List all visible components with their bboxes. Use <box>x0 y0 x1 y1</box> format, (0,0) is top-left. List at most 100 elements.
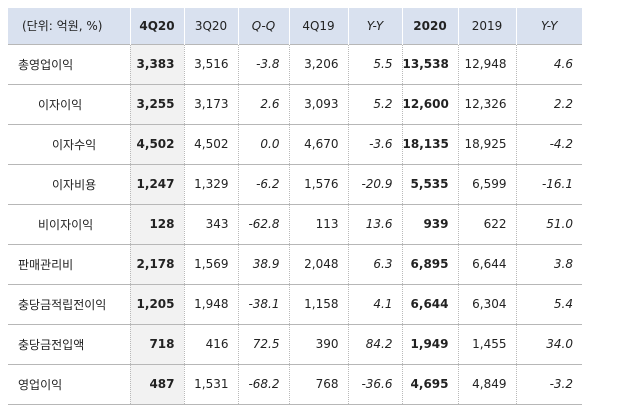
row-label: 충당금적립전이익 <box>8 283 130 324</box>
cell-4q20: 4,502 <box>129 123 184 164</box>
cell-yy-quarter: -20.9 <box>347 163 402 204</box>
header-yy-quarter: Y-Y <box>347 8 402 44</box>
cell-4q19: 768 <box>288 363 348 405</box>
cell-yy-annual: -3.2 <box>515 363 582 405</box>
header-qq: Q-Q <box>237 8 289 44</box>
cell-yy-annual: -4.2 <box>515 123 582 164</box>
cell-yy-quarter: -36.6 <box>347 363 402 405</box>
cell-yy-quarter: 6.3 <box>347 243 402 284</box>
cell-2019: 12,948 <box>457 43 516 84</box>
cell-3q20: 1,329 <box>183 163 238 204</box>
table-row: 충당금전입액 718 416 72.5 390 84.2 1,949 1,455 34.0 <box>8 323 582 364</box>
table-row: 비이자이익 128 343 -62.8 113 13.6 939 622 51.0 <box>8 203 582 244</box>
cell-yy-quarter: 4.1 <box>347 283 402 324</box>
financial-summary-table: (단위: 억원, %) 4Q20 3Q20 Q-Q 4Q19 Y-Y 2020 … <box>8 8 582 405</box>
row-label: 이자이익 <box>8 83 130 124</box>
cell-4q20: 718 <box>129 323 184 364</box>
table-row: 이자수익 4,502 4,502 0.0 4,670 -3.6 18,135 18,925 -4… <box>8 123 582 164</box>
row-label: 판매관리비 <box>8 243 130 284</box>
table-row: 이자비용 1,247 1,329 -6.2 1,576 -20.9 5,535 6,599 -1… <box>8 163 582 204</box>
cell-yy-annual: 4.6 <box>515 43 582 84</box>
cell-yy-annual: 34.0 <box>515 323 582 364</box>
cell-3q20: 3,173 <box>183 83 238 124</box>
cell-qq: -6.2 <box>237 163 289 204</box>
header-2020: 2020 <box>401 8 458 44</box>
cell-3q20: 1,948 <box>183 283 238 324</box>
row-label: 총영업이익 <box>8 43 130 84</box>
cell-4q20: 1,247 <box>129 163 184 204</box>
cell-yy-quarter: 5.2 <box>347 83 402 124</box>
cell-yy-quarter: 13.6 <box>347 203 402 244</box>
header-yy-annual: Y-Y <box>515 8 582 44</box>
cell-4q20: 487 <box>129 363 184 405</box>
cell-2020: 13,538 <box>401 43 458 84</box>
row-label: 이자비용 <box>8 163 130 204</box>
row-label: 영업이익 <box>8 363 130 405</box>
cell-yy-quarter: 5.5 <box>347 43 402 84</box>
cell-yy-quarter: -3.6 <box>347 123 402 164</box>
header-3q20: 3Q20 <box>183 8 238 44</box>
table-row: 이자이익 3,255 3,173 2.6 3,093 5.2 12,600 12,326 2.2 <box>8 83 582 124</box>
cell-yy-annual: 3.8 <box>515 243 582 284</box>
header-4q19: 4Q19 <box>288 8 348 44</box>
cell-qq: 38.9 <box>237 243 289 284</box>
cell-qq: -38.1 <box>237 283 289 324</box>
cell-4q19: 2,048 <box>288 243 348 284</box>
cell-qq: 72.5 <box>237 323 289 364</box>
cell-yy-annual: 2.2 <box>515 83 582 124</box>
table-header-row: (단위: 억원, %) 4Q20 3Q20 Q-Q 4Q19 Y-Y 2020 … <box>8 8 582 44</box>
cell-3q20: 1,569 <box>183 243 238 284</box>
cell-2019: 6,304 <box>457 283 516 324</box>
cell-2019: 12,326 <box>457 83 516 124</box>
cell-4q19: 113 <box>288 203 348 244</box>
row-label: 충당금전입액 <box>8 323 130 364</box>
cell-3q20: 343 <box>183 203 238 244</box>
cell-3q20: 416 <box>183 323 238 364</box>
cell-4q19: 1,576 <box>288 163 348 204</box>
cell-2020: 12,600 <box>401 83 458 124</box>
header-unit: (단위: 억원, %) <box>22 19 103 34</box>
cell-4q19: 3,093 <box>288 83 348 124</box>
cell-4q20: 1,205 <box>129 283 184 324</box>
cell-4q19: 390 <box>288 323 348 364</box>
cell-2019: 6,599 <box>457 163 516 204</box>
cell-qq: -62.8 <box>237 203 289 244</box>
cell-qq: -3.8 <box>237 43 289 84</box>
header-2019: 2019 <box>457 8 516 44</box>
header-4q20: 4Q20 <box>129 8 184 44</box>
row-label: 비이자이익 <box>8 203 130 244</box>
cell-yy-annual: 51.0 <box>515 203 582 244</box>
cell-2019: 4,849 <box>457 363 516 405</box>
cell-4q19: 3,206 <box>288 43 348 84</box>
cell-4q20: 3,383 <box>129 43 184 84</box>
cell-yy-annual: -16.1 <box>515 163 582 204</box>
cell-yy-quarter: 84.2 <box>347 323 402 364</box>
cell-qq: -68.2 <box>237 363 289 405</box>
cell-2020: 4,695 <box>401 363 458 405</box>
cell-2020: 18,135 <box>401 123 458 164</box>
cell-yy-annual: 5.4 <box>515 283 582 324</box>
row-label: 이자수익 <box>8 123 130 164</box>
cell-4q20: 3,255 <box>129 83 184 124</box>
cell-4q20: 2,178 <box>129 243 184 284</box>
cell-2020: 6,644 <box>401 283 458 324</box>
cell-4q19: 4,670 <box>288 123 348 164</box>
cell-3q20: 3,516 <box>183 43 238 84</box>
cell-2019: 1,455 <box>457 323 516 364</box>
cell-2020: 1,949 <box>401 323 458 364</box>
table-row: 충당금적립전이익 1,205 1,948 -38.1 1,158 4.1 6,644 6,30… <box>8 283 582 324</box>
cell-3q20: 1,531 <box>183 363 238 405</box>
cell-2020: 5,535 <box>401 163 458 204</box>
cell-qq: 0.0 <box>237 123 289 164</box>
cell-qq: 2.6 <box>237 83 289 124</box>
cell-2020: 939 <box>401 203 458 244</box>
table-row: 총영업이익 3,383 3,516 -3.8 3,206 5.5 13,538 12,948 4… <box>8 43 582 84</box>
table-row: 판매관리비 2,178 1,569 38.9 2,048 6.3 6,895 6,644 3.8 <box>8 243 582 284</box>
cell-2019: 622 <box>457 203 516 244</box>
cell-3q20: 4,502 <box>183 123 238 164</box>
cell-4q19: 1,158 <box>288 283 348 324</box>
cell-2019: 18,925 <box>457 123 516 164</box>
table-row: 영업이익 487 1,531 -68.2 768 -36.6 4,695 4,849 -3.2 <box>8 363 582 405</box>
cell-2019: 6,644 <box>457 243 516 284</box>
